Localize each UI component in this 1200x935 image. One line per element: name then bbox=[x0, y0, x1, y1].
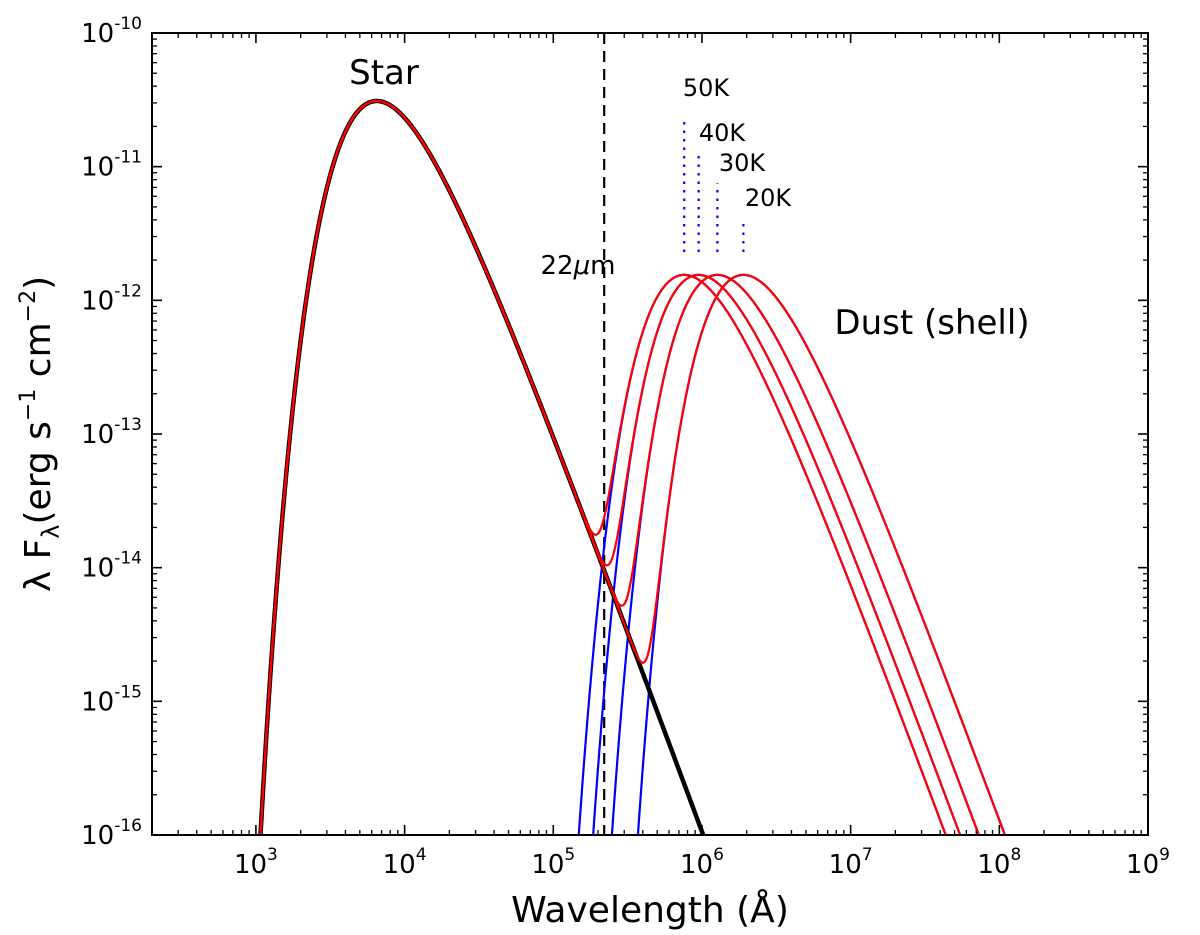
reference-line-label: 22μm bbox=[541, 251, 616, 281]
plot-frame bbox=[151, 32, 1149, 836]
y-tick-label: 10-16 bbox=[81, 816, 142, 851]
dust-curve-20K bbox=[636, 273, 1007, 835]
temperature-label-30K: 30K bbox=[719, 149, 767, 177]
temperature-label-50K: 50K bbox=[683, 74, 731, 102]
y-tick-label: 10-11 bbox=[81, 148, 142, 183]
x-tick-label: 108 bbox=[977, 845, 1021, 880]
total-curve-20K bbox=[259, 99, 1007, 835]
x-tick-label: 107 bbox=[829, 845, 873, 880]
y-tick-label: 10-15 bbox=[81, 682, 142, 717]
y-tick-label: 10-12 bbox=[81, 281, 142, 316]
star-curve bbox=[258, 98, 706, 835]
temperature-label-40K: 40K bbox=[699, 119, 747, 147]
x-axis-title: Wavelength (Å) bbox=[511, 888, 789, 931]
temperature-label-20K: 20K bbox=[745, 184, 793, 212]
x-tick-label: 106 bbox=[680, 845, 724, 880]
y-tick-label: 10-13 bbox=[81, 415, 142, 450]
y-axis-title: λ Fλ(erg s−1 cm−2) bbox=[16, 276, 65, 592]
y-tick-label: 10-14 bbox=[81, 549, 142, 584]
x-tick-label: 109 bbox=[1126, 845, 1170, 880]
x-tick-label: 103 bbox=[234, 845, 278, 880]
dust-annotation: Dust (shell) bbox=[834, 303, 1029, 343]
y-tick-label: 10-10 bbox=[81, 14, 142, 49]
x-tick-label: 105 bbox=[531, 845, 575, 880]
x-tick-label: 104 bbox=[383, 845, 427, 880]
star-annotation: Star bbox=[349, 53, 419, 93]
